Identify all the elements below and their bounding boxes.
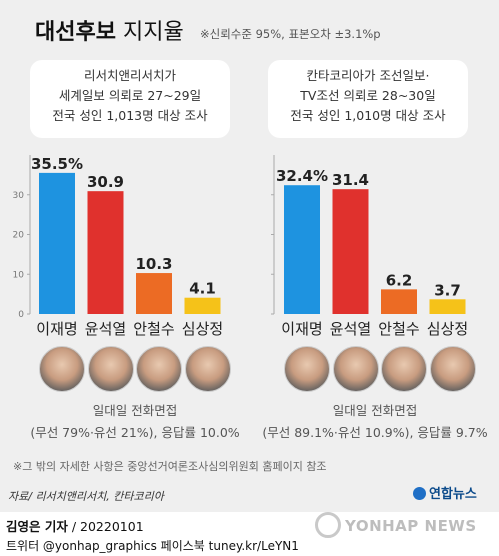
candidate-photo: [39, 346, 85, 392]
source-line: 칸타코리아가 조선일보·: [306, 68, 430, 83]
bar-value-label: 3.7: [434, 281, 461, 299]
category-label: 심상정: [182, 320, 223, 338]
title-bold: 대선후보: [35, 20, 116, 45]
watermark: YONHAP NEWS: [315, 512, 477, 538]
candidate-photo: [430, 346, 476, 392]
bar: [136, 273, 172, 314]
title-rest: 지지율: [122, 20, 184, 45]
y-tick-label: 10: [13, 270, 25, 280]
bar-value-label: 31.4: [332, 171, 369, 189]
bar: [184, 297, 221, 314]
method-line: 일대일 전화면접: [332, 403, 418, 418]
category-label: 심상정: [427, 320, 468, 338]
bar: [381, 289, 417, 314]
bar: [284, 185, 320, 314]
bar: [39, 172, 75, 314]
source-line: 전국 성인 1,010명 대상 조사: [290, 108, 446, 123]
method-line: (무선 89.1%·유선 10.9%), 응답률 9.7%: [262, 425, 488, 440]
bar: [429, 299, 466, 314]
publish-date: / 20220101: [67, 519, 144, 534]
byline: 김영은 기자 / 20220101: [6, 516, 144, 535]
logo-icon: [413, 487, 426, 500]
source-box-left: 리서치앤리서치가 세계일보 의뢰로 27~29일 전국 성인 1,013명 대상…: [30, 60, 230, 138]
source-line: 전국 성인 1,013명 대상 조사: [52, 108, 208, 123]
category-label: 이재명: [281, 320, 322, 338]
category-label: 이재명: [36, 320, 77, 338]
bar-value-label: 35.5%: [31, 155, 83, 173]
confidence-note: ※신뢰수준 95%, 표본오차 ±3.1%p: [200, 27, 381, 41]
source-line: 리서치앤리서치가: [83, 68, 176, 83]
y-tick-label: 30: [13, 191, 25, 201]
bar: [332, 189, 369, 314]
y-tick-label: 20: [13, 231, 25, 241]
category-label: 윤석열: [330, 320, 371, 338]
candidate-photo: [185, 346, 231, 392]
bar-value-label: 32.4%: [276, 167, 328, 185]
watermark-text: YONHAP NEWS: [345, 517, 477, 535]
method-line: 일대일 전화면접: [92, 403, 178, 418]
bar-value-label: 10.3: [135, 255, 172, 273]
page-title: 대선후보 지지율: [35, 14, 184, 46]
yonhap-logo: 연합뉴스: [413, 483, 477, 502]
footnote: ※그 밖의 자세한 사항은 중앙선거여론조사심의위원회 홈페이지 참조: [13, 460, 327, 473]
watermark-icon: [315, 512, 341, 538]
category-label: 윤석열: [85, 320, 126, 338]
y-tick-label: 0: [18, 310, 24, 320]
social-links: 트위터 @yonhap_graphics 페이스북 tuney.kr/LeYN1: [6, 539, 299, 553]
method-left: 일대일 전화면접 (무선 79%·유선 21%), 응답률 10.0%: [15, 400, 255, 444]
bar-value-label: 4.1: [189, 280, 216, 298]
candidate-photo: [88, 346, 134, 392]
bar-value-label: 30.9: [87, 173, 124, 191]
source-line: 세계일보 의뢰로 27~29일: [58, 88, 202, 103]
bar-value-label: 6.2: [386, 271, 413, 289]
reporter-name: 김영은 기자: [6, 519, 68, 534]
poll-bar-charts: 0 10 20 30 35.5% 이재명 30.9 윤석열 10.3 안철수 4.1 심상정 32.4%…: [13, 155, 469, 338]
category-label: 안철수: [378, 320, 419, 338]
logo-text: 연합뉴스: [429, 487, 477, 502]
method-right: 일대일 전화면접 (무선 89.1%·유선 10.9%), 응답률 9.7%: [255, 400, 495, 444]
source-box-right: 칸타코리아가 조선일보· TV조선 의뢰로 28~30일 전국 성인 1,010…: [268, 60, 468, 138]
candidate-photo: [284, 346, 330, 392]
source-line: TV조선 의뢰로 28~30일: [300, 88, 436, 103]
candidate-photo: [333, 346, 379, 392]
category-label: 안철수: [133, 320, 174, 338]
method-line: (무선 79%·유선 21%), 응답률 10.0%: [30, 425, 240, 440]
candidate-photo: [136, 346, 182, 392]
candidate-photo: [381, 346, 427, 392]
bar: [87, 191, 124, 314]
data-source: 자료/ 리서치앤리서치, 칸타코리아: [8, 490, 164, 503]
